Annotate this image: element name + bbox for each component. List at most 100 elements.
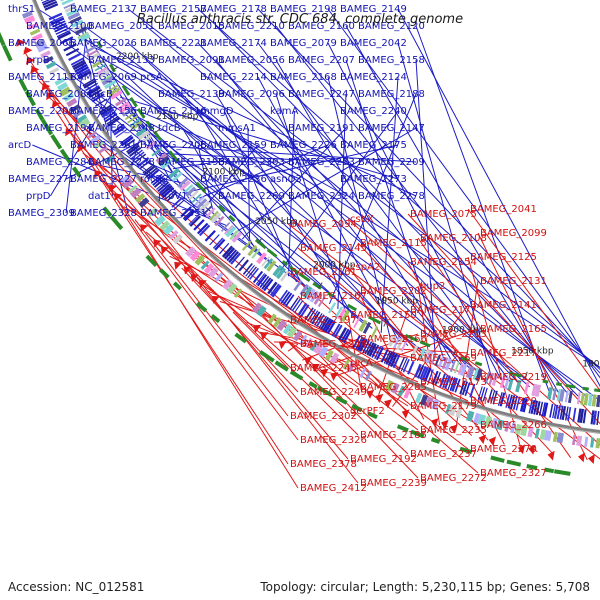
forward-gene-mark [402,359,410,373]
forward-gene-mark [559,405,564,420]
gene-category-mark [444,358,453,371]
reverse-label-connector [92,166,299,441]
reverse-label-connector [145,231,349,412]
forward-gene-mark [43,0,58,9]
gene-category-mark [572,434,577,446]
forward-gene-mark [512,395,518,410]
gene-category-mark [40,50,51,59]
gene-category-mark [188,189,199,201]
gene-category-mark [94,63,106,72]
forward-gene-mark [285,294,295,307]
forward-gene-mark [515,396,521,411]
forward-gene-mark [387,352,396,366]
reverse-gene-label: BAMEG_2177 [410,305,477,316]
forward-gene-mark [383,350,391,364]
forward-label-connector [205,144,259,206]
gene-category-mark [134,193,146,204]
gene-category-mark [282,323,292,335]
gene-category-mark [466,410,475,422]
gene-category-mark [430,352,438,365]
forward-gene-mark [230,252,241,265]
scale-tick [383,319,388,327]
forward-gene-mark [153,177,166,188]
gene-category-mark [318,345,329,358]
forward-gene-mark [427,369,434,383]
gene-category-mark [63,92,75,102]
forward-label-connector [275,59,455,365]
reverse-gene-label: BAMEG_2285 [360,382,427,393]
gene-category-mark [457,362,464,375]
gene-category-mark [558,389,565,402]
forward-gene-mark [98,104,112,114]
forward-gene-mark [245,264,255,277]
rna-mark [109,63,116,73]
gene-category-mark [66,8,79,17]
reverse-gene-label: BAMEG_2245 [290,363,357,374]
forward-gene-mark [309,310,319,323]
forward-gene-mark [579,408,585,424]
gene-category-mark [596,394,600,408]
forward-gene-mark [113,125,127,136]
gene-category-mark [543,430,552,442]
forward-gene-mark [238,259,249,272]
gene-category-mark [71,19,84,28]
map-clip-group: 1800 kbp 1850 kbp 1900 kbp 1950 kbp 2000 kbp… [0,0,600,494]
scale-tick-label: 2050 kbp [255,217,298,227]
forward-gene-mark [85,82,99,92]
gene-category-mark [422,349,430,362]
forward-gene-mark [130,149,143,160]
forward-gene-label: BAMEG_2261 [70,140,137,151]
forward-gene-mark [75,66,89,75]
forward-gene-mark [543,402,549,417]
gene-category-mark [403,387,411,399]
forward-gene-mark [221,245,234,258]
reverse-label-connector [347,314,363,393]
forward-gene-label: BAMEG_2226 [270,140,337,151]
gene-category-mark [60,0,65,2]
forward-label-connector [37,8,600,368]
forward-gene-mark [297,302,308,316]
gene-category-mark [77,31,89,39]
gene-category-mark [455,407,463,419]
forward-gene-label: BAMEG_2303 [218,157,285,168]
forward-gene-mark [50,17,65,26]
forward-gene-label: BAMEG_2120 [358,21,425,32]
gene-category-mark [564,390,569,403]
gene-category-mark [590,437,595,448]
forward-gene-mark [53,22,67,31]
forward-label-connector [287,110,295,277]
forward-gene-label: BAMEG_2051 [88,21,155,32]
gene-category-mark [137,129,150,141]
gene-category-mark [57,81,69,92]
forward-gene-mark [40,0,44,1]
forward-gene-mark [73,61,87,71]
forward-gene-mark [86,85,100,94]
forward-gene-mark [259,275,270,288]
forward-gene-mark [48,12,63,21]
forward-gene-label: BAMEG_2240 [340,106,407,117]
reverse-gene-label: BAMEG_2115 [360,238,427,249]
reverse-gene-label: BAMEG_2150 [350,310,417,321]
forward-gene-mark [294,300,303,313]
forward-gene-mark [156,179,168,190]
reverse-gene-mark [260,332,269,341]
gene-category-mark [66,97,78,108]
forward-gene-mark [41,0,51,4]
gene-category-mark [473,412,481,424]
forward-gene-label: BAMEG_2221 [140,38,207,49]
forward-label-connector [257,42,511,383]
forward-gene-mark [407,360,415,375]
gene-category-mark [552,431,558,443]
gene-category-mark [515,379,522,393]
gene-category-mark [387,334,397,347]
gene-category-mark [208,266,219,279]
gene-category-mark [88,52,100,61]
gene-category-mark [185,186,197,198]
forward-gene-mark [104,113,118,123]
forward-gene-mark [50,15,64,23]
reverse-label-connector [102,179,359,436]
forward-gene-mark [315,314,325,328]
forward-gene-mark [541,402,546,417]
forward-gene-mark [442,374,449,389]
reverse-label-connector [407,213,600,425]
